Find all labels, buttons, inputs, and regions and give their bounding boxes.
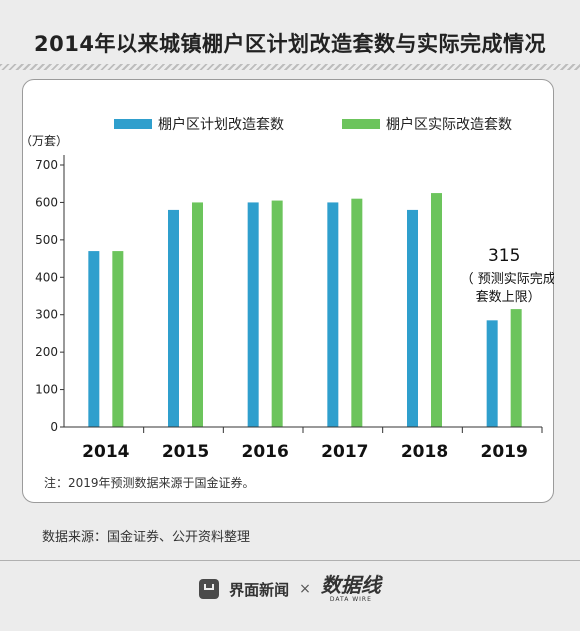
brand2-name: 数据线	[320, 573, 381, 597]
bar-2016-s0	[247, 202, 259, 427]
jiemian-logo-icon	[199, 579, 220, 599]
brand-name: 界面新闻	[229, 580, 290, 599]
bars	[88, 193, 522, 427]
x-tick-label: 2015	[162, 442, 209, 462]
footer-divider	[0, 560, 580, 561]
legend-label: 棚户区实际改造套数	[386, 116, 512, 133]
y-tick-label: 700	[35, 158, 58, 172]
y-tick-label: 300	[35, 308, 58, 322]
y-tick-label: 500	[35, 233, 58, 247]
bar-2019-s1	[510, 309, 522, 427]
bar-2017-s1	[351, 198, 363, 427]
legend-swatch	[114, 119, 152, 129]
bar-2016-s1	[271, 200, 283, 427]
y-tick-label: 0	[50, 420, 58, 434]
y-axis-ticks: 0 100 200 300 400 500 600 700	[35, 155, 65, 434]
bar-2017-s0	[327, 202, 339, 427]
legend-swatch	[342, 119, 380, 129]
bar-2018-s1	[431, 193, 442, 427]
datawire-logo: 数据线 DATA WIRE	[321, 575, 381, 603]
page-title: 2014年以来城镇棚户区计划改造套数与实际完成情况	[34, 32, 546, 56]
x-tick-label: 2018	[401, 442, 448, 462]
y-tick-label: 400	[35, 270, 58, 284]
y-tick-label: 200	[35, 345, 58, 359]
title-divider	[0, 64, 580, 70]
x-tick-label: 2019	[481, 442, 528, 462]
chart-legend: 棚户区计划改造套数 棚户区实际改造套数	[114, 116, 512, 133]
x-tick-label: 2016	[242, 442, 289, 462]
y-axis-label: （万套）	[22, 134, 68, 148]
data-source: 数据来源：国金证券、公开资料整理	[42, 530, 251, 545]
bar-2015-s0	[168, 209, 179, 427]
annotation-line: （ 预测实际完成	[461, 272, 554, 287]
footer-branding: 界面新闻 × 数据线 DATA WIRE	[0, 574, 580, 604]
y-tick-label: 100	[35, 383, 58, 397]
brand2-sub: DATA WIRE	[329, 596, 372, 603]
x-axis: 2014 2015 2016 2017 2018 2019	[64, 426, 543, 462]
cross-separator: ×	[299, 581, 311, 597]
chart-card	[22, 79, 554, 503]
bar-chart: 棚户区计划改造套数 棚户区实际改造套数 （万套） 0 100 200 300 400 500…	[22, 116, 554, 490]
annotation-value: 315	[488, 246, 520, 266]
bar-2019-s0	[486, 320, 498, 427]
x-tick-label: 2017	[321, 442, 368, 462]
bar-2015-s1	[192, 202, 203, 427]
annotation-line: 套数上限）	[476, 289, 541, 305]
bar-2018-s0	[407, 209, 418, 427]
bar-2014-s1	[112, 251, 124, 427]
bar-2014-s0	[88, 251, 100, 427]
chart-note: 注：2019年预测数据来源于国金证券。	[44, 475, 255, 490]
y-tick-label: 600	[35, 195, 58, 209]
legend-label: 棚户区计划改造套数	[158, 116, 284, 133]
x-tick-label: 2014	[82, 442, 129, 462]
